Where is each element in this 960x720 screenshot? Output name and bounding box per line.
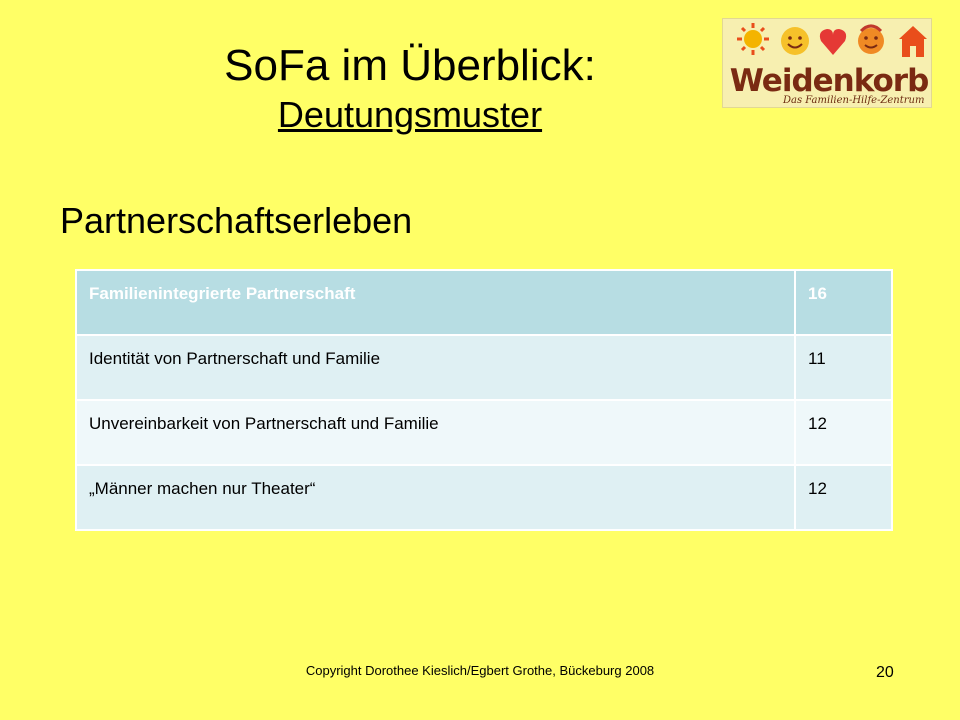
weidenkorb-logo: Weidenkorb Das Familien-Hilfe-Zentrum (722, 18, 932, 108)
table-row: Identität von Partnerschaft und Familie … (75, 334, 893, 401)
page-number: 20 (876, 664, 894, 681)
slide-title: SoFa im Überblick: Deutungsmuster (150, 40, 670, 138)
smiley-icon (781, 27, 809, 55)
house-icon (899, 26, 927, 57)
row-value: 12 (794, 399, 893, 466)
heart-icon (819, 29, 847, 55)
table-row: „Männer machen nur Theater“ 12 (75, 464, 893, 531)
row-label: Unvereinbarkeit von Partnerschaft und Fa… (75, 399, 796, 466)
logo-icons (737, 23, 927, 57)
title-main: SoFa im Überblick: (224, 41, 596, 90)
copyright-footer: Copyright Dorothee Kieslich/Egbert Groth… (305, 663, 655, 678)
table-header-row: Familienintegrierte Partnerschaft 16 (75, 269, 893, 336)
pattern-table: Familienintegrierte Partnerschaft 16 Ide… (75, 269, 893, 531)
logo-wordmark: Weidenkorb (729, 63, 930, 99)
row-label: „Männer machen nur Theater“ (75, 464, 796, 531)
header-label: Familienintegrierte Partnerschaft (75, 269, 796, 336)
section-heading: Partnerschaftserleben (60, 200, 413, 241)
sun-icon (737, 23, 769, 55)
title-topic: Deutungsmuster (277, 94, 543, 135)
logo-tagline: Das Familien-Hilfe-Zentrum (783, 95, 925, 106)
header-value: 16 (794, 269, 893, 336)
row-label: Identität von Partnerschaft und Familie (75, 334, 796, 401)
table-row: Unvereinbarkeit von Partnerschaft und Fa… (75, 399, 893, 466)
face-icon (858, 24, 884, 54)
row-value: 11 (794, 334, 893, 401)
row-value: 12 (794, 464, 893, 531)
